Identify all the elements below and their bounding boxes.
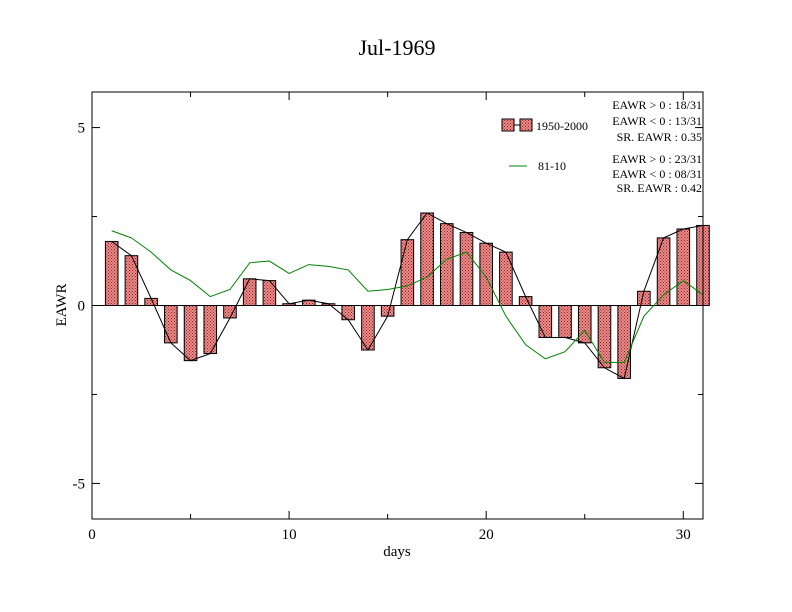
x-tick-label: 20 [479,527,494,543]
bar-day-9 [262,280,277,307]
x-axis-label: days [383,544,411,560]
x-tick-label: 10 [282,527,297,543]
stat-ratio-1950-2000: SR. EAWR : 0.35 [617,130,702,144]
bar-day-17 [420,212,434,307]
stat-negative-81-10: EAWR < 0 : 08/31 [612,167,702,181]
stat-ratio-81-10: SR. EAWR : 0.42 [617,181,702,195]
bar-day-1 [104,240,119,306]
plot-frame [91,91,704,520]
x-tick-label: 30 [676,527,691,543]
bar-day-5 [183,305,198,362]
bar-day-4 [164,305,178,344]
y-axis-label: EAWR [54,284,70,327]
y-tick-label: 0 [78,299,86,315]
bar-day-24 [558,305,572,339]
legend-label-81-10: 81-10 [538,159,566,173]
y-tick-label: 5 [78,121,86,137]
bar-day-26 [597,305,612,369]
bar-day-23 [538,305,553,339]
plot-area: 0 10 20 30 -5 0 5 [73,92,710,543]
stat-negative-1950-2000: EAWR < 0 : 13/31 [612,114,702,128]
legend-label-1950-2000: 1950-2000 [536,119,588,133]
bar-day-21 [499,251,513,306]
legend: 1950-2000 81-10 [501,118,588,173]
legend-swatch-1950-2000-b [519,118,533,132]
bar-day-8 [242,278,257,306]
bar-day-2 [124,255,139,306]
bar-day-19 [459,232,474,306]
stat-positive-1950-2000: EAWR > 0 : 18/31 [612,98,702,112]
bar-day-18 [439,223,454,307]
bar-day-30 [676,228,691,306]
bar-day-27 [617,305,631,379]
legend-swatch-1950-2000 [501,118,515,132]
bar-day-20 [479,242,493,307]
stats-block: EAWR > 0 : 18/31 EAWR < 0 : 13/31 SR. EA… [612,98,702,195]
bar-day-22 [518,296,533,306]
x-tick-label: 0 [88,527,96,543]
y-tick-label: -5 [73,476,86,492]
bar-day-13 [341,305,356,321]
stat-positive-81-10: EAWR > 0 : 23/31 [612,152,702,166]
series-line-81-10 [111,230,704,363]
bar-day-7 [223,305,237,319]
series-line-1950-2000 [111,212,704,380]
chart-title: Jul-1969 [359,35,436,60]
bar-day-16 [400,239,415,307]
